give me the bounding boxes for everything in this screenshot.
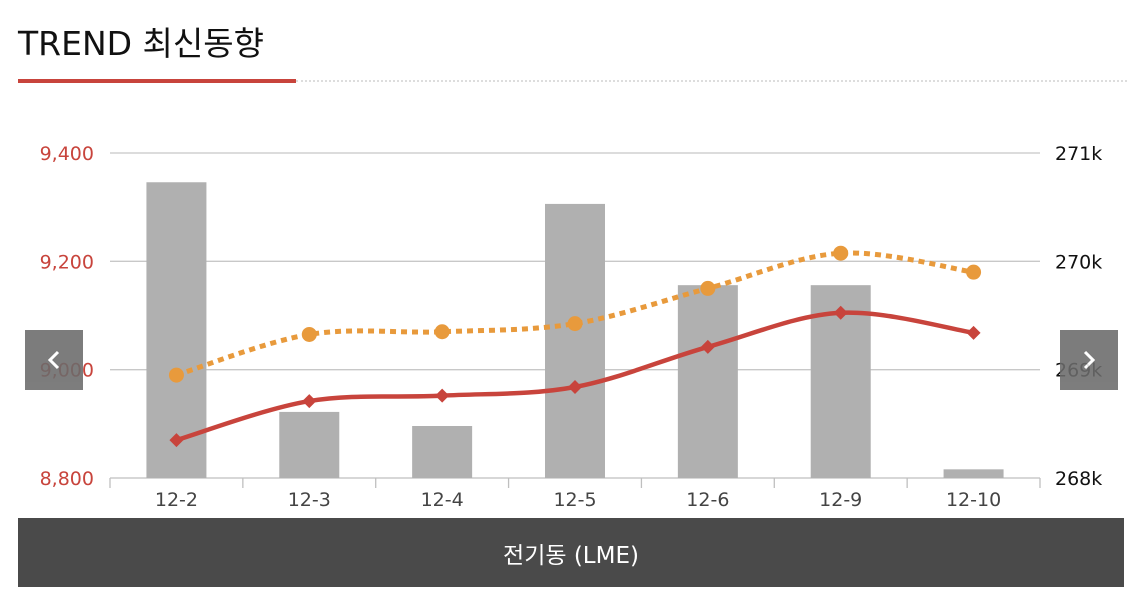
- title-divider: [296, 80, 1127, 82]
- chevron-left-icon: [47, 350, 60, 370]
- circle-point: [567, 316, 583, 332]
- bar: [279, 411, 340, 478]
- bar: [677, 285, 738, 478]
- circle-point: [168, 367, 184, 383]
- bar: [943, 469, 1004, 478]
- y-right-tick-label: 270k: [1055, 251, 1102, 273]
- diamond-point: [302, 394, 317, 409]
- x-tick-label: 12-4: [421, 489, 464, 511]
- chevron-right-icon: [1083, 350, 1096, 370]
- diamond-point: [568, 380, 582, 394]
- next-button[interactable]: [1060, 330, 1118, 390]
- page-title: TREND 최신동향: [18, 24, 264, 63]
- x-tick-label: 12-6: [686, 489, 729, 511]
- x-tick-label: 12-5: [553, 489, 596, 511]
- chart-caption-bar: 전기동 (LME): [18, 518, 1124, 587]
- chart-caption: 전기동 (LME): [503, 542, 639, 569]
- diamond-point: [966, 325, 981, 340]
- title-underline: [18, 79, 296, 83]
- prev-button[interactable]: [25, 330, 83, 390]
- bar: [146, 182, 207, 478]
- bar: [412, 426, 473, 478]
- header: TREND 최신동향: [18, 22, 1127, 84]
- x-tick-label: 12-9: [819, 489, 862, 511]
- bar: [545, 203, 605, 478]
- diamond-point: [435, 388, 450, 403]
- diamond-point: [700, 339, 715, 354]
- x-tick-label: 12-10: [946, 489, 1001, 511]
- x-tick-label: 12-3: [288, 489, 331, 511]
- y-left-tick-label: 9,200: [40, 251, 94, 273]
- x-tick-label: 12-2: [155, 489, 198, 511]
- circle-point: [966, 264, 982, 280]
- y-left-tick-label: 9,400: [40, 143, 94, 165]
- circle-point: [833, 245, 849, 261]
- y-right-tick-label: 268k: [1055, 468, 1102, 490]
- y-left-tick-label: 8,800: [40, 468, 94, 490]
- diamond-point: [833, 305, 848, 320]
- circle-point: [434, 324, 450, 340]
- y-right-tick-label: 271k: [1055, 143, 1102, 165]
- circle-point: [700, 280, 716, 296]
- circle-point: [301, 326, 317, 342]
- diamond-point: [169, 433, 184, 448]
